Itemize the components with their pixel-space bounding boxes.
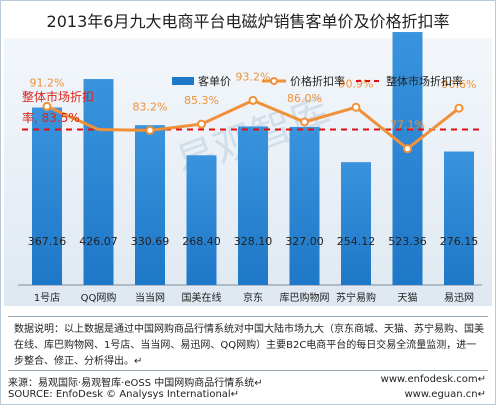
- source-text-cn: 来源：易观国际·易观智库·eOSS 中国网购商品行情系统↵: [8, 378, 263, 389]
- discount-label-7: 77.1%: [390, 119, 425, 132]
- discount-label-0: 91.2%: [30, 76, 65, 89]
- discount-point-0: [42, 101, 52, 111]
- category-label-1: QQ网购: [81, 291, 117, 304]
- bar-label-3: 268.40: [182, 235, 221, 248]
- bar-label-7: 523.36: [388, 235, 427, 248]
- bar-label-5: 327.00: [285, 235, 324, 248]
- legend-bar-swatch: [172, 77, 194, 85]
- source-divider: [8, 370, 488, 371]
- discount-label-2: 83.2%: [133, 100, 168, 113]
- bar-label-8: 276.15: [440, 235, 479, 248]
- bar-3: [186, 155, 217, 285]
- bar-5: [289, 126, 320, 285]
- bar-6: [341, 162, 371, 285]
- bar-label-0: 367.16: [28, 235, 67, 248]
- source-url-eguan: www.eguan.cn↵: [404, 389, 487, 400]
- bar-1: [83, 79, 114, 286]
- discount-point-6: [351, 102, 361, 112]
- chart-svg: 易观智库367.161号店426.07QQ网购330.69当当网268.40国美…: [18, 32, 482, 304]
- category-label-5: 库巴购物网: [280, 291, 330, 304]
- discount-point-2: [145, 125, 155, 135]
- category-label-2: 当当网: [135, 291, 165, 304]
- bar-2: [135, 125, 165, 285]
- bar-label-2: 330.69: [131, 235, 170, 248]
- legend-line-label: 价格折扣率: [290, 74, 345, 88]
- category-label-8: 易迅网: [444, 292, 474, 304]
- bar-4: [238, 126, 268, 285]
- annotation-line-2: 率, 83.5%: [22, 110, 80, 125]
- bar-0: [32, 107, 62, 285]
- discount-label-4: 93.2%: [236, 70, 271, 83]
- discount-point-3: [197, 119, 206, 129]
- category-label-6: 苏宁易购: [336, 291, 376, 304]
- discount-label-5: 86.0%: [287, 92, 322, 105]
- bar-label-6: 254.12: [337, 235, 376, 248]
- note-divider: [8, 316, 488, 317]
- category-label-4: 京东: [243, 291, 263, 304]
- data-note: 数据说明：以上数据是通过中国网购商品行情系统对中国大陆市场九大（京东商城、天猫、…: [14, 324, 484, 367]
- bar-8: [444, 151, 474, 285]
- discount-point-8: [454, 103, 464, 113]
- category-label-0: 1号店: [34, 291, 60, 304]
- discount-point-4: [248, 95, 258, 105]
- legend-reference-label: 整体市场折扣率: [386, 74, 463, 88]
- discount-label-8: 90.6%: [442, 78, 477, 91]
- source-url-enfodesk: www.enfodesk.com↵: [380, 374, 486, 385]
- category-label-7: 天猫: [398, 291, 418, 304]
- source-text-en: SOURCE: EnfoDesk © Analysys Internationa…: [8, 389, 240, 400]
- chart-title: 2013年6月九大电商平台电磁炉销售客单价及价格折扣率: [46, 12, 450, 31]
- discount-point-7: [403, 144, 412, 154]
- discount-label-6: 90.9%: [339, 77, 374, 90]
- discount-label-3: 85.3%: [184, 94, 219, 107]
- category-label-3: 国美在线: [182, 291, 222, 304]
- bar-7: [392, 32, 423, 286]
- discount-point-5: [300, 117, 309, 127]
- legend-bar-label: 客单价: [198, 74, 231, 88]
- bar-label-4: 328.10: [234, 235, 273, 248]
- legend-line-marker: [270, 77, 278, 85]
- annotation-line-1: 整体市场折扣: [22, 89, 94, 104]
- bar-label-1: 426.07: [79, 235, 118, 248]
